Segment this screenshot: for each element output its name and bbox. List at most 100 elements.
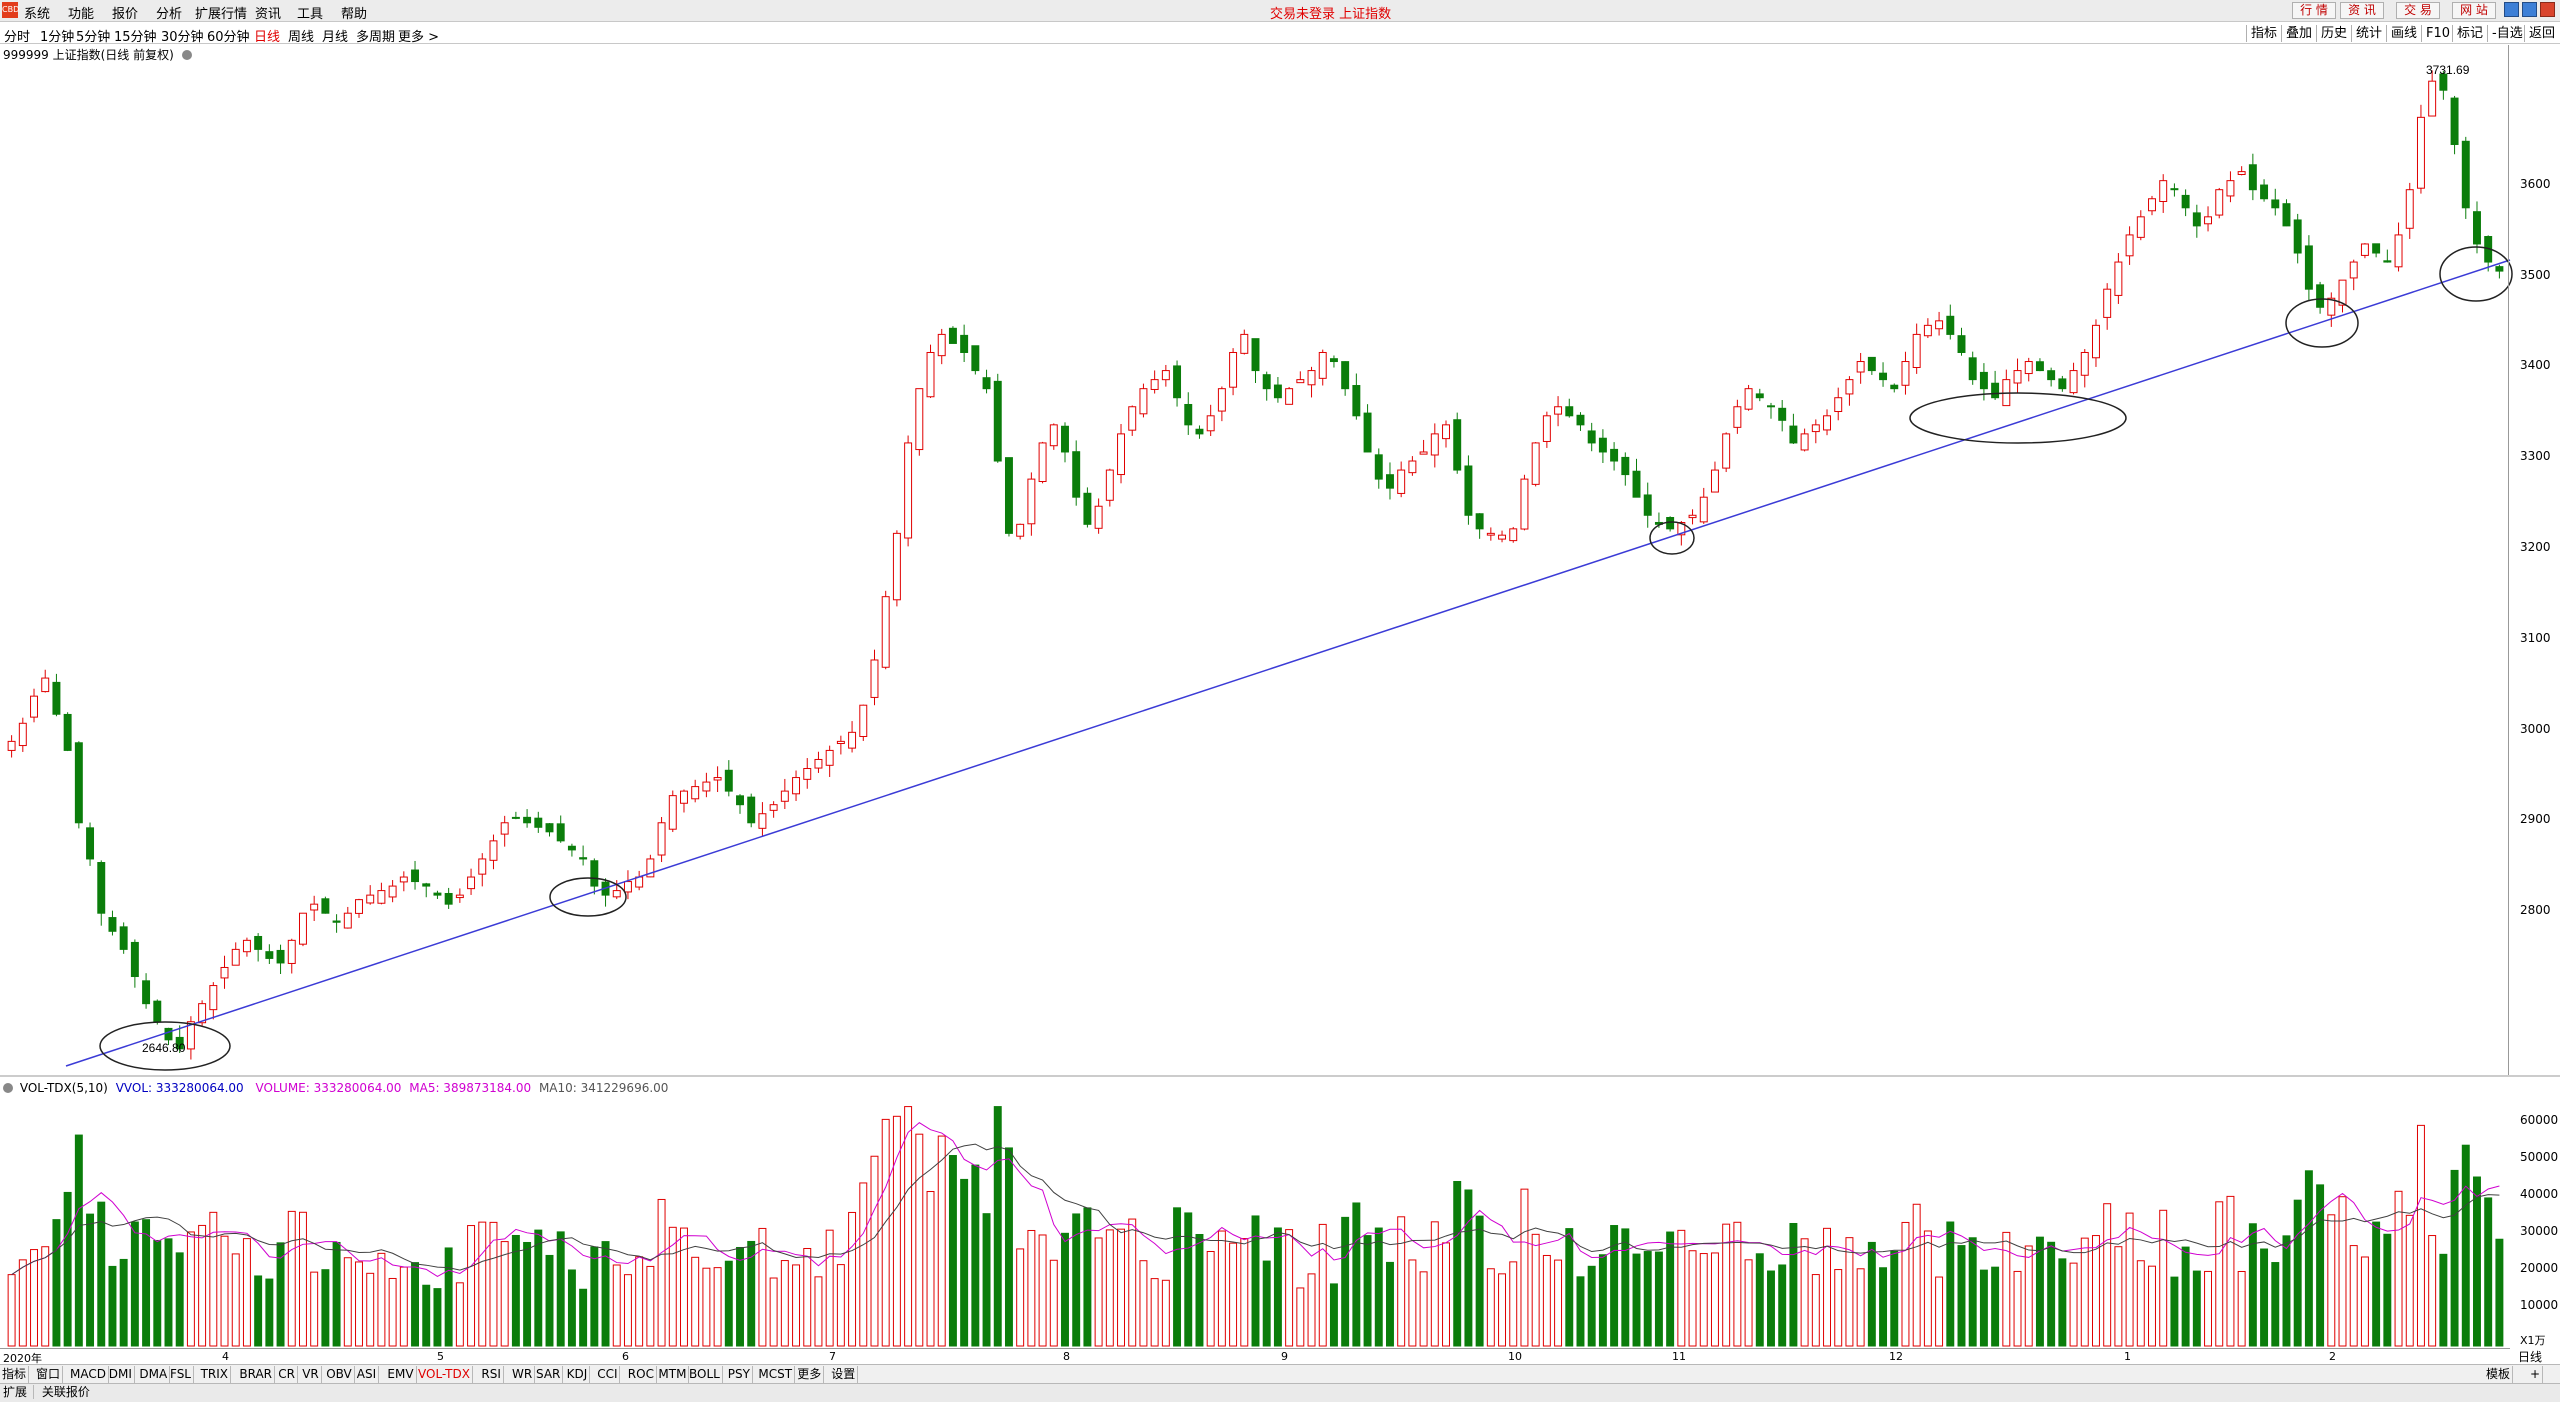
menu-tools[interactable]: 工具 bbox=[297, 7, 324, 22]
volume-bar bbox=[713, 1267, 722, 1347]
tab-8[interactable]: CR bbox=[276, 1366, 298, 1383]
history-button[interactable]: 历史 bbox=[2316, 25, 2351, 42]
volume-bar bbox=[1542, 1254, 1551, 1347]
low-label: 2646.80 bbox=[142, 1041, 186, 1055]
tab-17[interactable]: KDJ bbox=[565, 1366, 591, 1383]
tab-right-1[interactable]: + bbox=[2528, 1366, 2544, 1383]
period-15min[interactable]: 15分钟 bbox=[114, 30, 157, 45]
chart-title-text: 999999 上证指数(日线 前复权) bbox=[3, 48, 174, 62]
menu-analysis[interactable]: 分析 bbox=[156, 7, 183, 22]
watchlist-button[interactable]: -自选 bbox=[2487, 25, 2527, 42]
candle bbox=[1442, 424, 1450, 440]
settings-icon[interactable] bbox=[181, 50, 192, 60]
f10-button[interactable]: F10 bbox=[2421, 25, 2454, 42]
tab-13[interactable]: VOL-TDX bbox=[416, 1366, 473, 1383]
indicator-button[interactable]: 指标 bbox=[2246, 25, 2281, 42]
close-icon[interactable] bbox=[2540, 2, 2555, 17]
menu-info[interactable]: 资讯 bbox=[255, 7, 282, 22]
tab-0[interactable]: 指标 bbox=[0, 1366, 30, 1383]
volume-bar bbox=[1688, 1250, 1697, 1347]
tab-4[interactable]: DMA bbox=[137, 1366, 171, 1383]
menu-system[interactable]: 系统 bbox=[24, 7, 51, 22]
candle bbox=[545, 823, 554, 833]
volume-bar bbox=[803, 1247, 812, 1347]
candle bbox=[1430, 433, 1439, 456]
period-more[interactable]: 更多 > bbox=[398, 30, 440, 45]
back-button[interactable]: 返回 bbox=[2524, 25, 2559, 42]
mark-button[interactable]: 标记 bbox=[2452, 25, 2487, 42]
candle bbox=[1352, 385, 1361, 417]
period-monthly[interactable]: 月线 bbox=[322, 30, 349, 45]
menu-extended[interactable]: 扩展行情 bbox=[195, 7, 248, 22]
trade-button[interactable]: 交 易 bbox=[2396, 2, 2440, 19]
tab-25[interactable]: 设置 bbox=[829, 1366, 859, 1383]
volume-bar bbox=[792, 1264, 801, 1347]
volume-bar bbox=[2372, 1221, 2381, 1347]
status-extended[interactable]: 扩展 bbox=[3, 1385, 35, 1399]
tab-19[interactable]: ROC bbox=[626, 1366, 657, 1383]
vol-settings-icon[interactable] bbox=[3, 1083, 13, 1093]
period-daily[interactable]: 日线 bbox=[254, 30, 281, 45]
time-label: 2 bbox=[2329, 1350, 2336, 1363]
menu-quote[interactable]: 报价 bbox=[112, 7, 139, 22]
tab-7[interactable]: BRAR bbox=[237, 1366, 276, 1383]
volume-bar bbox=[881, 1118, 890, 1347]
app-logo: CBD bbox=[2, 2, 19, 18]
tab-11[interactable]: ASI bbox=[355, 1366, 380, 1383]
tab-15[interactable]: WR bbox=[510, 1366, 536, 1383]
overlay-button[interactable]: 叠加 bbox=[2281, 25, 2316, 42]
draw-line-button[interactable]: 画线 bbox=[2386, 25, 2421, 42]
tab-12[interactable]: EMV bbox=[385, 1366, 417, 1383]
volume-bar bbox=[265, 1278, 274, 1347]
period-60min[interactable]: 60分钟 bbox=[207, 30, 250, 45]
minimize-icon[interactable] bbox=[2504, 2, 2519, 17]
tab-14[interactable]: RSI bbox=[479, 1366, 504, 1383]
volume-bar bbox=[332, 1241, 341, 1347]
volume-bar bbox=[1240, 1238, 1249, 1347]
stats-button[interactable]: 统计 bbox=[2351, 25, 2386, 42]
candle bbox=[265, 951, 274, 959]
tab-16[interactable]: SAR bbox=[534, 1366, 564, 1383]
period-multi[interactable]: 多周期 bbox=[356, 30, 396, 45]
tab-24[interactable]: 更多 bbox=[795, 1366, 825, 1383]
time-label: 7 bbox=[829, 1350, 836, 1363]
status-bar: 扩展 关联报价 bbox=[0, 1383, 2560, 1402]
status-related-quote[interactable]: 关联报价 bbox=[41, 1385, 90, 1399]
volume-bar bbox=[623, 1274, 632, 1347]
tab-6[interactable]: TRIX bbox=[199, 1366, 232, 1383]
candle bbox=[2192, 212, 2201, 227]
tab-20[interactable]: MTM bbox=[656, 1366, 690, 1383]
period-5min[interactable]: 5分钟 bbox=[76, 30, 111, 45]
period-tick[interactable]: 分时 bbox=[4, 30, 31, 45]
candle bbox=[1554, 406, 1563, 415]
maximize-icon[interactable] bbox=[2522, 2, 2537, 17]
volume-bar bbox=[455, 1282, 464, 1347]
volume-bar bbox=[1061, 1232, 1069, 1347]
menu-help[interactable]: 帮助 bbox=[341, 7, 368, 22]
tab-2[interactable]: MACD bbox=[68, 1366, 109, 1383]
tab-10[interactable]: OBV bbox=[324, 1366, 355, 1383]
candle bbox=[2204, 216, 2213, 225]
tab-18[interactable]: CCI bbox=[595, 1366, 621, 1383]
candle bbox=[186, 1021, 195, 1050]
menu-function[interactable]: 功能 bbox=[68, 7, 95, 22]
tab-9[interactable]: VR bbox=[300, 1366, 322, 1383]
website-button[interactable]: 网 站 bbox=[2452, 2, 2496, 19]
volume-bar bbox=[388, 1277, 397, 1347]
volume-bar bbox=[1374, 1227, 1383, 1347]
tab-1[interactable]: 窗口 bbox=[34, 1366, 64, 1383]
tab-5[interactable]: FSL bbox=[168, 1366, 194, 1383]
news-button[interactable]: 资 讯 bbox=[2340, 2, 2384, 19]
period-weekly[interactable]: 周线 bbox=[288, 30, 315, 45]
tab-right-0[interactable]: 模板 bbox=[2484, 1366, 2514, 1383]
market-button[interactable]: 行 情 bbox=[2292, 2, 2336, 19]
volume-bar bbox=[2293, 1199, 2302, 1347]
tab-3[interactable]: DMI bbox=[107, 1366, 135, 1383]
tab-21[interactable]: BOLL bbox=[687, 1366, 723, 1383]
tab-22[interactable]: PSY bbox=[726, 1366, 753, 1383]
volume-bar bbox=[1531, 1233, 1540, 1347]
tab-23[interactable]: MCST bbox=[756, 1366, 796, 1383]
period-30min[interactable]: 30分钟 bbox=[161, 30, 204, 45]
period-1min[interactable]: 1分钟 bbox=[40, 30, 75, 45]
